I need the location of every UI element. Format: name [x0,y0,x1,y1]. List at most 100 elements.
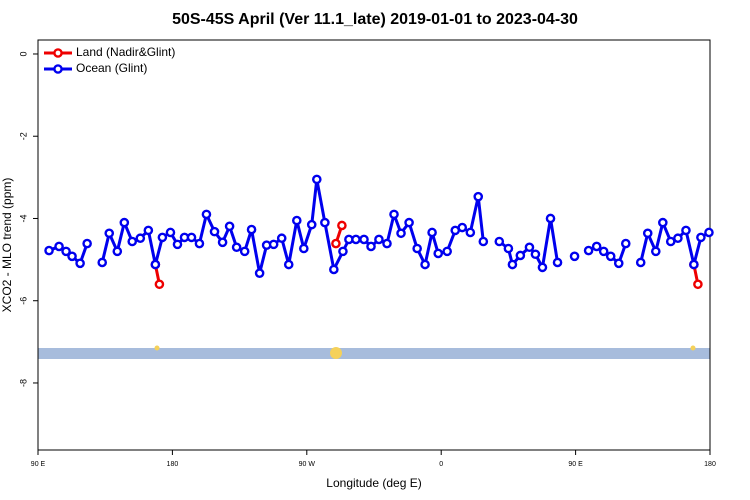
point [433,248,444,259]
legend-label: Land (Nadir&Glint) [76,45,175,59]
point [507,259,518,270]
point [457,222,468,233]
point [427,227,437,238]
point [620,238,631,249]
point [320,217,330,228]
point [172,239,183,250]
point [613,258,624,269]
point [239,246,250,257]
legend-label: Ocean (Glint) [76,61,147,75]
point [374,234,384,245]
point [127,236,138,247]
point [338,246,348,257]
point [44,245,54,256]
point [704,227,714,238]
legend-marker [53,64,63,74]
point [54,241,64,252]
point [658,217,668,228]
point [312,174,322,185]
point [583,245,594,256]
point [635,257,646,268]
plot-frame [37,39,711,451]
point [231,242,242,253]
point [545,213,556,224]
point [154,279,165,290]
point [442,246,452,257]
point [306,219,317,230]
point [186,232,197,243]
mask-spot [690,345,696,351]
point [150,259,161,270]
point [299,243,309,254]
point [696,232,706,243]
point [135,233,146,244]
point [494,236,505,247]
point [605,251,616,262]
point [404,217,414,228]
point [465,227,476,238]
x-tick-label: 90 W [299,461,316,468]
point [420,259,430,270]
point [209,226,220,237]
point [143,225,154,236]
point [112,246,123,257]
point [503,243,514,254]
x-tick-label: 0 [439,461,443,468]
point [366,241,376,252]
point [283,259,294,270]
point [157,232,168,243]
point [276,233,287,244]
point [268,239,279,250]
point [552,257,563,268]
x-tick-label: 180 [167,461,179,468]
point [82,238,92,249]
point [224,221,235,232]
y-tick-label: -4 [18,214,28,222]
chart-title: 50S-45S April (Ver 11.1_late) 2019-01-01… [172,11,578,28]
point [537,262,548,273]
point [530,249,541,260]
mask-spot [154,345,160,351]
legend-marker [53,48,63,58]
point [673,233,683,244]
point [291,215,302,226]
y-tick-label: -8 [18,379,28,387]
point [569,251,580,262]
point [119,217,130,228]
point [337,220,347,231]
point [396,228,406,239]
point [254,268,265,278]
point [473,191,484,202]
point [246,224,257,235]
y-axis-label: XCO2 - MLO trend (ppm) [0,178,14,313]
point [389,209,399,220]
point [665,236,676,247]
point [97,257,108,268]
point [329,264,339,275]
point [478,236,489,247]
x-axis-label: Longitude (deg E) [326,476,421,490]
point [351,234,361,245]
point [194,238,205,249]
point [61,246,71,257]
point [681,225,691,236]
y-tick-label: 0 [18,51,28,56]
y-tick-label: -6 [18,297,28,305]
y-tick-label: -2 [18,132,28,140]
x-tick-label: 180 [704,461,716,468]
point [104,228,115,239]
point [67,251,77,262]
point [359,234,369,245]
point [689,259,699,270]
point [693,279,703,290]
point [650,246,661,257]
point [331,238,341,249]
mask-spot [330,347,342,359]
x-tick-label: 90 E [31,461,46,468]
point [217,237,228,248]
x-tick-label: 90 E [568,461,583,468]
mask-band [38,348,710,359]
point [642,228,653,239]
point [412,243,422,254]
point [515,250,526,261]
